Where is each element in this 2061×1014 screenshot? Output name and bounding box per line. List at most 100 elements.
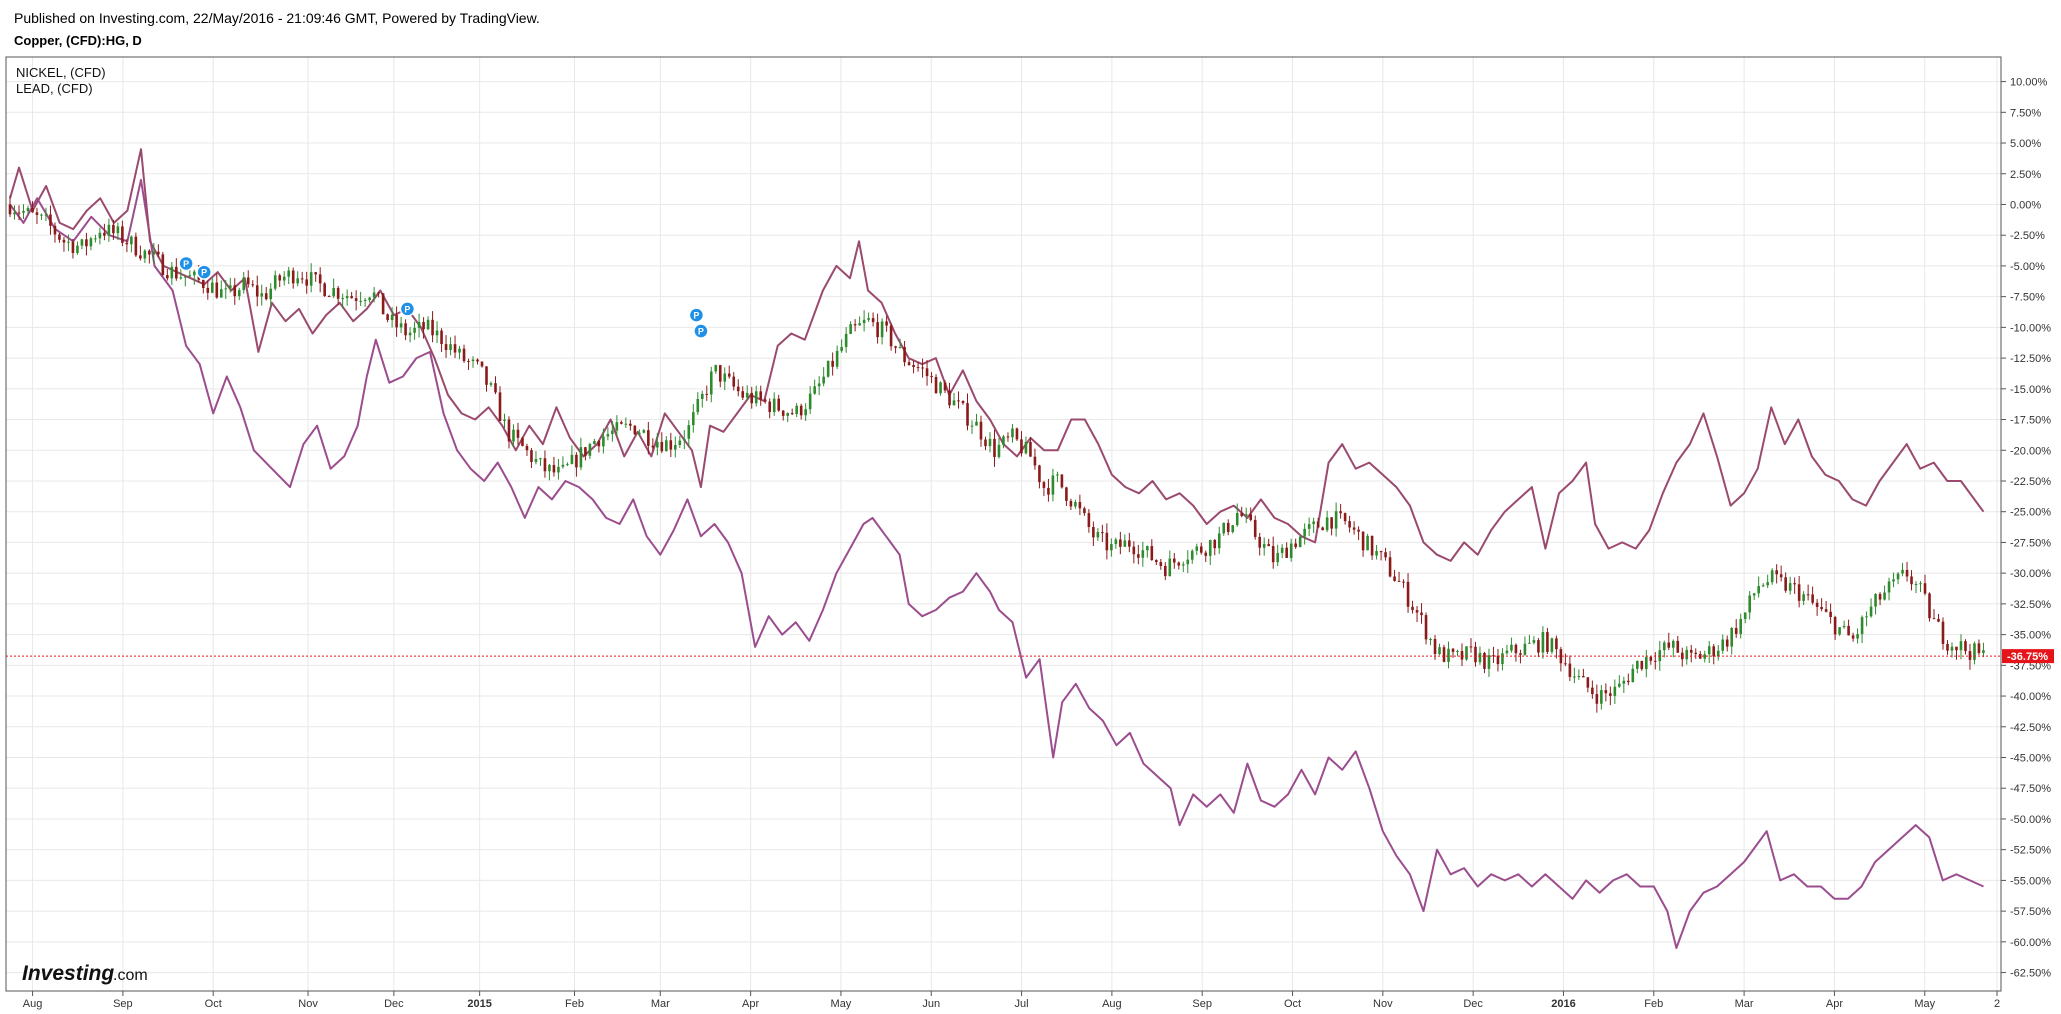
candle-body <box>561 464 565 467</box>
candle-body <box>1213 540 1217 549</box>
candle-body <box>696 398 700 413</box>
candle-body <box>480 361 484 367</box>
candle-body <box>1667 642 1671 648</box>
y-tick-label: -12.50% <box>2010 353 2051 365</box>
candle-body <box>107 224 111 236</box>
candle-body <box>134 236 138 256</box>
candle-body <box>1172 558 1176 563</box>
candle-body <box>1739 618 1743 634</box>
candle-body <box>880 321 884 338</box>
x-tick-label: Aug <box>23 998 43 1010</box>
candle-body <box>98 232 102 239</box>
y-tick-label: -2.50% <box>2010 230 2045 242</box>
candle-body <box>1289 543 1293 558</box>
candle-body <box>691 412 695 426</box>
candle-body <box>336 287 340 299</box>
candle-body <box>1339 511 1342 514</box>
candle-body <box>1856 634 1859 639</box>
candle-body <box>431 319 434 336</box>
candle-body <box>1141 550 1145 558</box>
candle-body <box>1496 655 1500 665</box>
candle-body <box>602 436 605 447</box>
candle-body <box>1379 551 1383 553</box>
x-axis: Aug Sep Oct Nov Dec 2015 Feb Mar Apr May Jun Jul Aug… <box>23 991 2000 1010</box>
candle-body <box>858 323 861 326</box>
candle-body <box>62 239 66 243</box>
candle-body <box>1199 546 1203 553</box>
candle-body <box>1752 593 1756 596</box>
x-tick-label: Aug <box>1102 998 1122 1010</box>
candle-body <box>309 272 313 286</box>
candle-body <box>1487 655 1491 669</box>
candle-body <box>934 376 938 394</box>
candle-body <box>984 439 987 447</box>
candle-body <box>1231 525 1235 533</box>
candle-body <box>404 323 407 336</box>
legend-lead: LEAD, (CFD) <box>16 81 93 96</box>
candle-body <box>386 314 389 320</box>
candle-body <box>1694 652 1698 654</box>
candle-body <box>1532 640 1536 643</box>
last-price-badge: -36.75% <box>2002 649 2054 664</box>
candle-body <box>89 238 93 247</box>
candle-body <box>116 226 120 234</box>
y-tick-label: -42.50% <box>2010 722 2051 734</box>
candle-body <box>44 214 48 216</box>
last-price-badge-bg <box>2002 649 2054 664</box>
candle-body <box>1321 527 1324 531</box>
candle-body <box>566 463 569 465</box>
candle-body <box>1721 639 1725 651</box>
candle-body <box>1730 628 1734 647</box>
candle-body <box>1550 638 1554 652</box>
candle-body <box>255 285 259 297</box>
candle-body <box>1011 428 1014 438</box>
candle-body <box>750 392 754 404</box>
last-price-label: -36.75% <box>2007 651 2048 663</box>
candle-body <box>925 368 929 377</box>
candle-body <box>1456 651 1459 653</box>
y-tick-label: -45.00% <box>2010 753 2051 765</box>
candle-body <box>359 300 362 302</box>
candle-body <box>588 444 592 456</box>
x-tick-label: Feb <box>1644 998 1663 1010</box>
candle-body <box>633 425 637 435</box>
lead-line <box>9 148 1985 562</box>
candle-body <box>1514 644 1518 654</box>
candle-body <box>930 376 933 378</box>
candle-body <box>1258 536 1262 548</box>
logo-main: Investing <box>22 962 114 985</box>
x-tick-label: Dec <box>1463 998 1483 1010</box>
candle-body <box>1896 573 1900 580</box>
x-tick-label: Mar <box>1735 998 1754 1010</box>
candle-body <box>732 376 736 387</box>
candle-body <box>1815 602 1819 607</box>
candle-body <box>1698 653 1702 659</box>
candle-body <box>1824 609 1828 612</box>
x-tick-label: 2015 <box>467 998 491 1010</box>
candle-body <box>1653 660 1657 662</box>
candle-body <box>651 445 655 448</box>
candle-body <box>1465 646 1468 660</box>
candle-body <box>157 251 160 255</box>
candle-body <box>1955 646 1958 651</box>
candle-body <box>395 314 398 328</box>
candle-body <box>1020 439 1023 454</box>
candle-body <box>683 438 686 441</box>
candle-body <box>1429 639 1432 641</box>
event-marker: P <box>399 301 416 317</box>
candle-body <box>1060 474 1064 488</box>
candle-body <box>1842 625 1846 628</box>
candle-body <box>332 287 335 297</box>
candle-body <box>521 437 524 446</box>
candle-body <box>1923 583 1927 594</box>
candle-body <box>224 288 228 290</box>
candle-body <box>130 236 133 245</box>
candle-body <box>1555 638 1558 650</box>
candle-body <box>763 399 767 402</box>
candle-body <box>1802 594 1805 601</box>
candle-body <box>1582 676 1585 678</box>
candle-body <box>1096 532 1100 538</box>
candle-body <box>1492 655 1495 657</box>
event-marker: P <box>688 307 705 323</box>
